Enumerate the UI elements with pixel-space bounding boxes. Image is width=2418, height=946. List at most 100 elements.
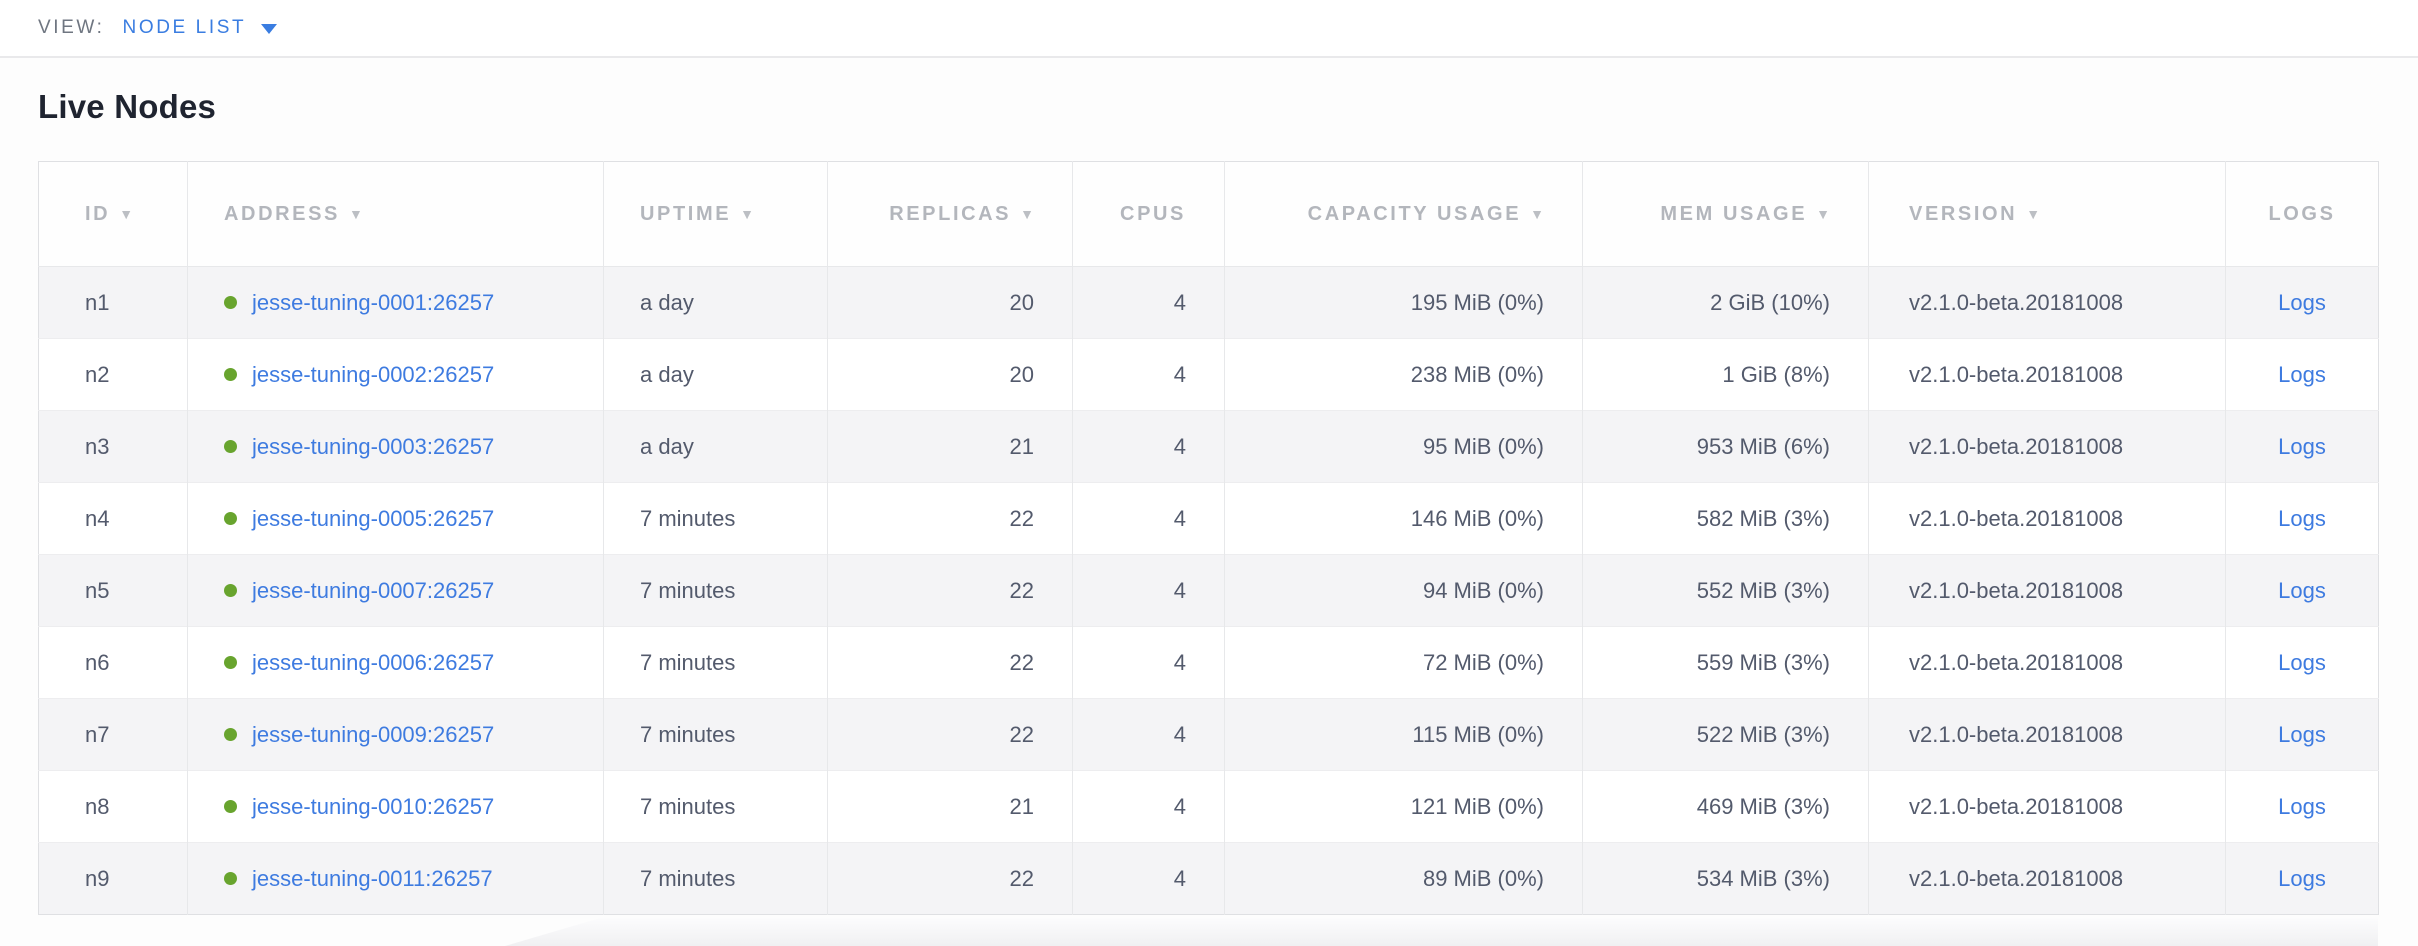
cell-value: 4 <box>1173 361 1186 387</box>
cell-capacity: 72 MiB (0%) <box>1224 626 1583 699</box>
cell-capacity: 121 MiB (0%) <box>1224 770 1583 843</box>
address-link[interactable]: jesse-tuning-0005:26257 <box>252 505 495 531</box>
address-link[interactable]: jesse-tuning-0010:26257 <box>252 793 495 819</box>
cell-logs: Logs <box>2225 626 2379 699</box>
sort-desc-icon: ▼ <box>119 205 134 222</box>
live-nodes-table: ID ▼ ADDRESS ▼ UPTIME ▼ REPLICAS ▼ CPUS CAPACITY … <box>38 161 2379 915</box>
logs-link[interactable]: Logs <box>2278 433 2326 459</box>
cell-replicas: 22 <box>827 698 1073 771</box>
logs-link[interactable]: Logs <box>2278 361 2326 387</box>
cell-cpus: 4 <box>1072 770 1225 843</box>
column-header-uptime[interactable]: UPTIME ▼ <box>603 161 828 267</box>
node-live-status-icon <box>224 439 237 453</box>
cell-value: 238 MiB (0%) <box>1410 361 1544 387</box>
column-header-address[interactable]: ADDRESS ▼ <box>187 161 604 267</box>
address-link[interactable]: jesse-tuning-0003:26257 <box>252 433 495 459</box>
table-row: n2 jesse-tuning-0002:26257 a day 20 4 238 MiB… <box>38 338 2379 411</box>
logs-link[interactable]: Logs <box>2278 721 2326 747</box>
address-link[interactable]: jesse-tuning-0009:26257 <box>252 721 495 747</box>
cell-value: 4 <box>1173 793 1186 819</box>
cell-replicas: 21 <box>827 410 1073 483</box>
column-header-replicas[interactable]: REPLICAS ▼ <box>827 161 1073 267</box>
address-link[interactable]: jesse-tuning-0002:26257 <box>252 361 495 387</box>
table-row: n8 jesse-tuning-0010:26257 7 minutes 21 4 121… <box>38 770 2379 843</box>
cell-value: 534 MiB (3%) <box>1696 865 1830 891</box>
column-header-label: ADDRESS <box>224 202 340 225</box>
logs-link[interactable]: Logs <box>2278 793 2326 819</box>
cell-address: jesse-tuning-0010:26257 <box>187 770 604 843</box>
logs-link[interactable]: Logs <box>2278 649 2326 675</box>
column-header-id[interactable]: ID ▼ <box>38 161 188 267</box>
cell-value: 7 minutes <box>640 865 736 891</box>
cell-version: v2.1.0-beta.20181008 <box>1868 410 2226 483</box>
cell-address: jesse-tuning-0005:26257 <box>187 482 604 555</box>
column-header-version[interactable]: VERSION ▼ <box>1868 161 2226 267</box>
node-live-status-icon <box>224 511 237 525</box>
logs-link[interactable]: Logs <box>2278 577 2326 603</box>
cell-cpus: 4 <box>1072 842 1225 915</box>
cell-value: 21 <box>1009 433 1034 459</box>
cell-value: 4 <box>1173 289 1186 315</box>
address-link[interactable]: jesse-tuning-0006:26257 <box>252 649 495 675</box>
cell-version: v2.1.0-beta.20181008 <box>1868 482 2226 555</box>
cell-value: n8 <box>85 793 110 819</box>
cell-cpus: 4 <box>1072 482 1225 555</box>
cell-capacity: 95 MiB (0%) <box>1224 410 1583 483</box>
cell-value: v2.1.0-beta.20181008 <box>1909 865 2124 891</box>
logs-link[interactable]: Logs <box>2278 289 2326 315</box>
cell-address: jesse-tuning-0011:26257 <box>187 842 604 915</box>
logs-link[interactable]: Logs <box>2278 865 2326 891</box>
cell-logs: Logs <box>2225 842 2379 915</box>
cell-mem: 552 MiB (3%) <box>1582 554 1869 627</box>
cell-address: jesse-tuning-0006:26257 <box>187 626 604 699</box>
logs-link[interactable]: Logs <box>2278 505 2326 531</box>
node-list-dropdown-value: NODE LIST <box>122 17 247 38</box>
cell-capacity: 94 MiB (0%) <box>1224 554 1583 627</box>
cell-address: jesse-tuning-0009:26257 <box>187 698 604 771</box>
sort-desc-icon: ▼ <box>1530 205 1544 222</box>
node-list-dropdown[interactable]: NODE LIST <box>123 17 278 39</box>
cell-mem: 469 MiB (3%) <box>1582 770 1869 843</box>
cell-value: v2.1.0-beta.20181008 <box>1909 361 2124 387</box>
cell-replicas: 22 <box>827 482 1073 555</box>
live-nodes-table-container: ID ▼ ADDRESS ▼ UPTIME ▼ REPLICAS ▼ CPUS CAPACITY … <box>38 161 2380 915</box>
cell-value: 20 <box>1009 361 1034 387</box>
cell-value: 121 MiB (0%) <box>1410 793 1544 819</box>
cell-uptime: a day <box>603 338 828 411</box>
cell-cpus: 4 <box>1072 410 1225 483</box>
cell-logs: Logs <box>2225 266 2379 339</box>
cell-value: 4 <box>1173 577 1186 603</box>
cell-id: n9 <box>38 842 188 915</box>
next-section-edge <box>505 918 2378 946</box>
cell-logs: Logs <box>2225 698 2379 771</box>
view-label: VIEW: <box>38 17 105 38</box>
address-link[interactable]: jesse-tuning-0011:26257 <box>252 865 493 891</box>
cell-address: jesse-tuning-0002:26257 <box>187 338 604 411</box>
cell-mem: 953 MiB (6%) <box>1582 410 1869 483</box>
sort-desc-icon: ▼ <box>2026 205 2041 222</box>
cell-value: a day <box>640 289 694 315</box>
cell-value: 89 MiB (0%) <box>1422 865 1544 891</box>
cell-value: v2.1.0-beta.20181008 <box>1909 649 2124 675</box>
cell-id: n4 <box>38 482 188 555</box>
cell-id: n3 <box>38 410 188 483</box>
table-body: n1 jesse-tuning-0001:26257 a day 20 4 195 MiB… <box>38 266 2379 915</box>
cell-address: jesse-tuning-0001:26257 <box>187 266 604 339</box>
column-header-label: VERSION <box>1909 202 2018 225</box>
view-bar: VIEW: NODE LIST <box>0 0 2418 58</box>
cell-replicas: 20 <box>827 338 1073 411</box>
column-header-capacity[interactable]: CAPACITY USAGE ▼ <box>1224 161 1583 267</box>
table-row: n5 jesse-tuning-0007:26257 7 minutes 22 4 94 … <box>38 554 2379 627</box>
address-link[interactable]: jesse-tuning-0007:26257 <box>252 577 495 603</box>
cell-mem: 534 MiB (3%) <box>1582 842 1869 915</box>
cell-uptime: a day <box>603 410 828 483</box>
cell-value: a day <box>640 433 694 459</box>
cell-value: 469 MiB (3%) <box>1696 793 1830 819</box>
cell-value: n1 <box>85 289 110 315</box>
cell-value: 552 MiB (3%) <box>1696 577 1830 603</box>
address-link[interactable]: jesse-tuning-0001:26257 <box>252 289 495 315</box>
column-header-mem[interactable]: MEM USAGE ▼ <box>1582 161 1869 267</box>
cell-value: n7 <box>85 721 110 747</box>
cell-replicas: 20 <box>827 266 1073 339</box>
column-header-label: REPLICAS <box>889 202 1012 225</box>
